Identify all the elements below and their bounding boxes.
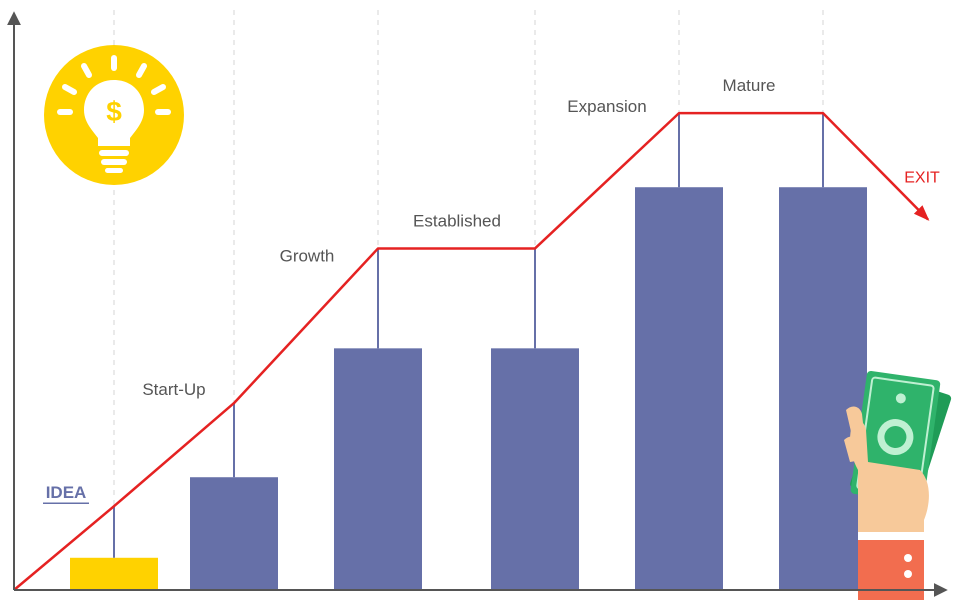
exit-label: EXIT — [904, 169, 940, 186]
category-label-established: Established — [413, 211, 501, 230]
bar-idea — [70, 557, 158, 590]
category-label-growth: Growth — [280, 246, 335, 265]
exit-arrowhead — [913, 205, 930, 221]
trend-line — [13, 111, 929, 591]
svg-text:$: $ — [106, 96, 122, 127]
bar-mature — [779, 187, 867, 590]
bar-established — [491, 348, 579, 590]
hand-holding-money-icon — [844, 371, 952, 600]
bar-expansion — [635, 187, 723, 590]
bars-layer — [70, 187, 867, 590]
category-label-expansion: Expansion — [567, 97, 646, 116]
label-layer: IDEA Start-Up Growth Established Expansion Ma… — [43, 76, 940, 504]
bar-growth — [334, 348, 422, 590]
lightbulb-dollar-icon: $ — [44, 45, 184, 185]
category-label-idea: IDEA — [46, 483, 87, 502]
category-label-start-up: Start-Up — [142, 380, 205, 399]
category-label-mature: Mature — [723, 76, 776, 95]
trend-layer — [13, 111, 930, 591]
bar-start-up — [190, 477, 278, 590]
connector-layer — [113, 113, 824, 558]
